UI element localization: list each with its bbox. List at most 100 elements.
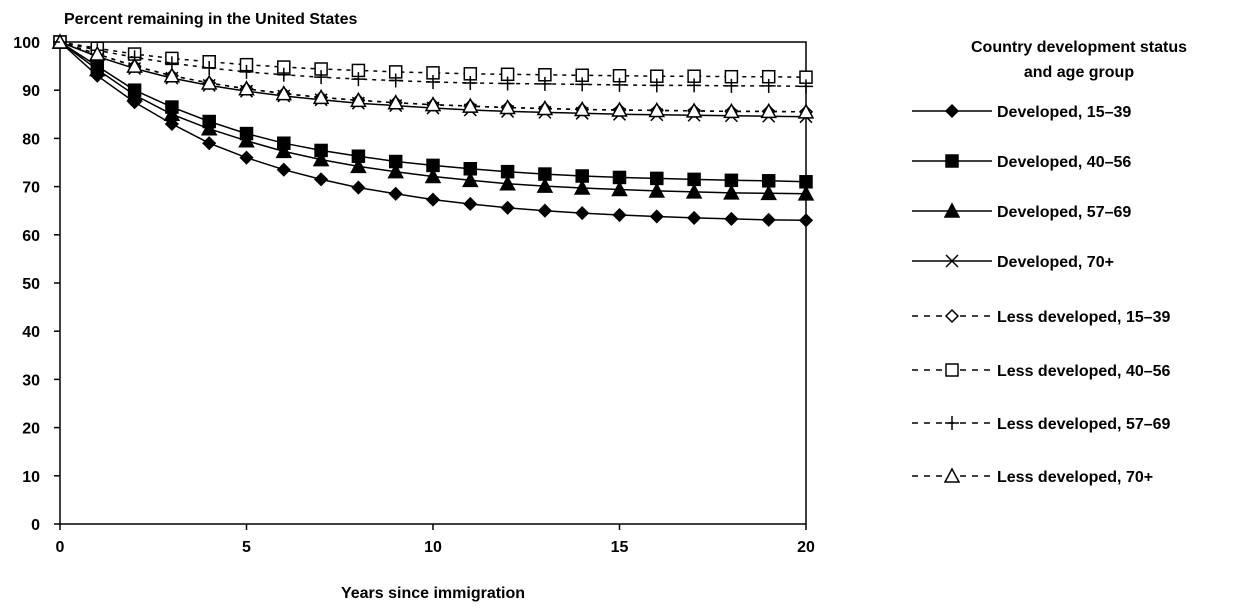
data-point xyxy=(276,162,291,177)
legend-label: Less developed, 57–69 xyxy=(997,416,1171,433)
data-point xyxy=(575,206,590,221)
x-axis: 0 5 10 15 20 xyxy=(56,524,815,556)
data-point xyxy=(536,177,554,193)
y-tick-label: 10 xyxy=(22,469,40,486)
data-point xyxy=(500,76,515,91)
data-point xyxy=(797,185,815,201)
data-point xyxy=(537,203,552,218)
data-point xyxy=(648,101,666,118)
data-point xyxy=(424,167,442,184)
data-point xyxy=(462,97,479,113)
data-point xyxy=(799,79,813,94)
data-point xyxy=(687,78,702,93)
data-point xyxy=(462,171,479,188)
data-point xyxy=(760,184,777,201)
data-point xyxy=(239,64,254,79)
legend-marker xyxy=(945,154,959,168)
data-point xyxy=(312,151,330,167)
y-tick-label: 0 xyxy=(31,517,40,534)
legend-marker xyxy=(945,416,959,430)
legend-marker xyxy=(944,103,960,119)
data-point xyxy=(499,175,516,191)
data-point xyxy=(463,196,478,212)
legend-item-developed-15-39: Developed, 15–39 xyxy=(912,103,1131,121)
data-point xyxy=(163,67,181,83)
data-point xyxy=(723,102,740,119)
data-point xyxy=(649,78,664,93)
data-point xyxy=(760,102,777,119)
data-point xyxy=(723,184,740,200)
x-tick-label: 5 xyxy=(242,539,251,556)
legend: Country development status and age group … xyxy=(912,39,1187,486)
legend-label: Developed, 40–56 xyxy=(997,154,1131,171)
data-point xyxy=(499,98,516,115)
legend-label: Developed, 15–39 xyxy=(997,104,1131,121)
series-line xyxy=(59,41,807,88)
y-tick-label: 90 xyxy=(22,83,40,100)
legend-item-less-developed-57-69: Less developed, 57–69 xyxy=(912,416,1171,433)
y-tick-label: 30 xyxy=(22,372,40,389)
chart-title: Percent remaining in the United States xyxy=(64,11,358,28)
data-point xyxy=(239,150,254,165)
data-point xyxy=(238,132,255,148)
legend-title-line: and age group xyxy=(1024,64,1134,81)
y-tick-label: 100 xyxy=(13,35,40,52)
x-tick-label: 20 xyxy=(797,539,815,556)
legend-label: Less developed, 40–56 xyxy=(997,363,1171,380)
data-point xyxy=(202,136,217,151)
data-point xyxy=(724,211,739,226)
x-tick-label: 10 xyxy=(424,539,442,556)
data-point xyxy=(611,101,628,117)
legend-item-developed-57-69: Developed, 57–69 xyxy=(912,202,1131,221)
legend-label: Developed, 70+ xyxy=(997,254,1114,271)
legend-marker xyxy=(943,467,961,483)
legend-title: Country development status and age group xyxy=(971,39,1187,81)
data-point xyxy=(649,209,664,224)
y-axis: 0 10 20 30 40 50 60 70 80 90 100 xyxy=(13,35,60,534)
data-point xyxy=(276,67,291,82)
data-point xyxy=(426,75,440,90)
data-point xyxy=(89,60,106,77)
data-point xyxy=(687,210,702,225)
legend-item-less-developed-15-39: Less developed, 15–39 xyxy=(912,308,1171,326)
data-point xyxy=(89,45,106,61)
data-point xyxy=(388,186,403,201)
data-point xyxy=(724,78,739,93)
data-point xyxy=(387,163,404,179)
data-point xyxy=(238,80,255,96)
data-point xyxy=(424,96,442,112)
legend-label: Developed, 57–69 xyxy=(997,204,1131,221)
data-point xyxy=(312,88,330,105)
legend-marker xyxy=(943,202,961,218)
data-point xyxy=(425,192,441,207)
data-point xyxy=(351,180,366,195)
legend-item-less-developed-40-56: Less developed, 40–56 xyxy=(912,363,1171,380)
y-tick-label: 20 xyxy=(22,421,40,438)
data-point xyxy=(612,77,627,92)
data-point xyxy=(685,102,703,118)
legend-marker xyxy=(945,254,959,268)
data-point xyxy=(685,183,703,199)
data-point xyxy=(537,76,552,91)
data-point xyxy=(202,61,217,76)
y-tick-label: 50 xyxy=(22,276,40,293)
series-line xyxy=(59,41,807,78)
data-point xyxy=(761,212,776,227)
series-layer xyxy=(51,33,815,228)
y-tick-label: 60 xyxy=(22,228,40,245)
data-point xyxy=(163,105,181,122)
data-point xyxy=(575,77,590,92)
data-point xyxy=(351,72,366,87)
legend-marker xyxy=(945,363,959,377)
x-tick-label: 15 xyxy=(611,539,629,556)
data-point xyxy=(314,172,329,187)
series-less-developed-70 xyxy=(51,33,815,119)
data-point xyxy=(573,179,591,195)
y-tick-label: 40 xyxy=(22,324,40,341)
data-point xyxy=(573,100,591,117)
x-tick-label: 0 xyxy=(56,539,65,556)
data-point xyxy=(200,120,218,136)
data-point xyxy=(797,103,815,119)
legend-label: Less developed, 70+ xyxy=(997,469,1153,486)
